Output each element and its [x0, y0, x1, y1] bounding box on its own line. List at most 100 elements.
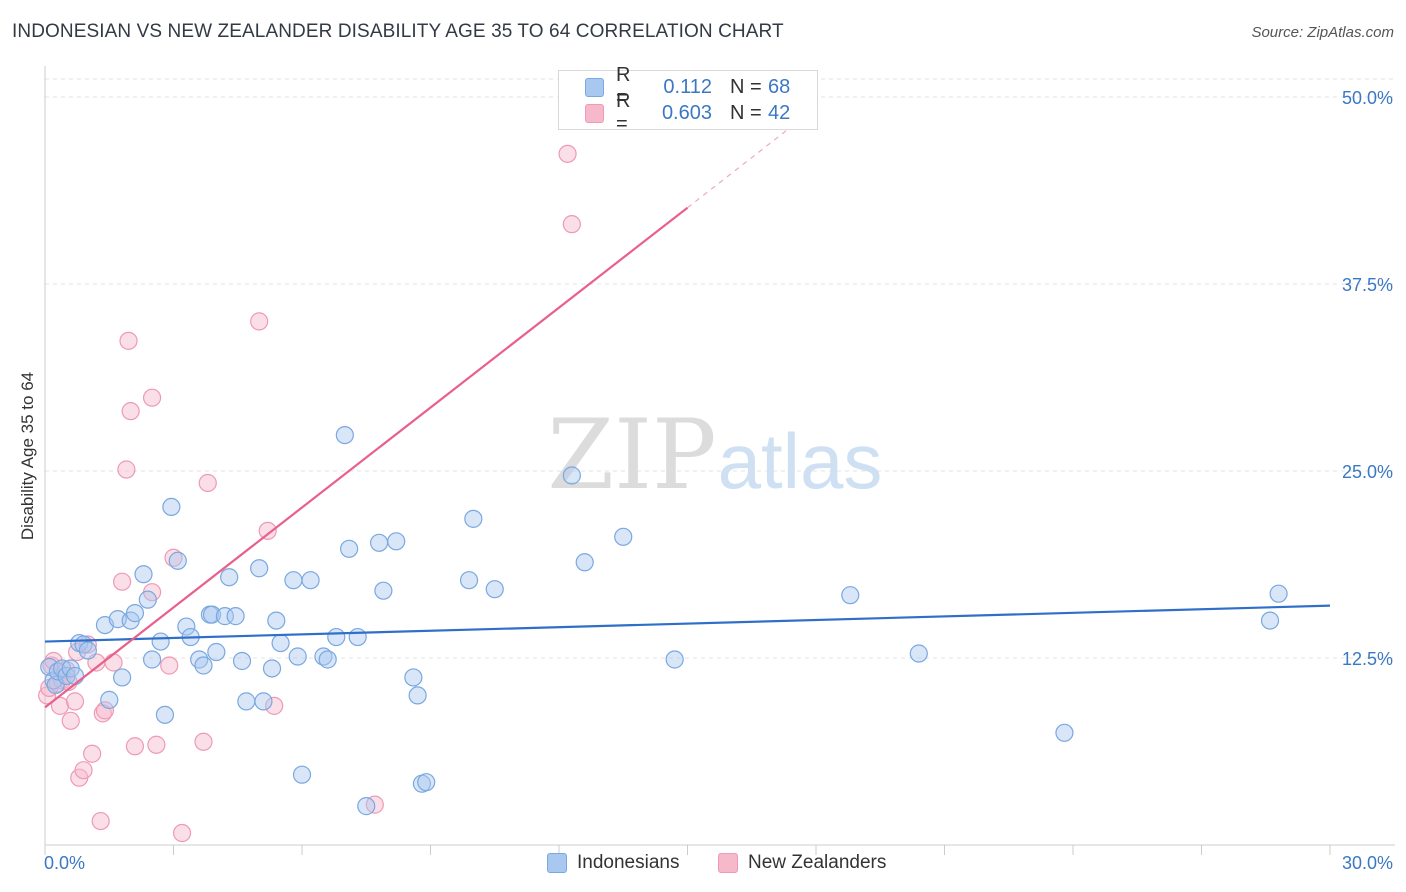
new-zealander-point — [194, 732, 213, 751]
indonesian-point — [100, 690, 119, 709]
indonesian-point — [292, 765, 312, 784]
indonesian-point — [665, 650, 684, 669]
legend-swatch-new-zealanders — [585, 103, 604, 123]
new-zealanders-trend-extension — [687, 106, 817, 209]
indonesian-point — [65, 666, 85, 686]
r-label: R = — [616, 90, 631, 135]
legend-item-indonesians[interactable]: Indonesians — [547, 852, 679, 874]
new-zealander-point — [147, 735, 166, 754]
legend-row-new-zealanders: R = 0.603 N = 42 — [585, 90, 791, 135]
indonesian-point — [357, 797, 376, 816]
watermark: ZIP atlas — [547, 399, 882, 511]
indonesian-point — [327, 627, 346, 647]
indonesian-point — [370, 533, 389, 552]
indonesian-point — [125, 604, 145, 623]
new-zealanders-trend-line — [44, 206, 689, 709]
indonesian-point — [348, 627, 367, 647]
indonesian-point — [112, 668, 132, 687]
indonesian-point — [134, 565, 153, 584]
indonesian-point — [408, 686, 427, 705]
indonesian-point — [335, 425, 354, 445]
correlation-legend: R = 0.112 N = 68 R = 0.603 N = 42 — [558, 64, 818, 135]
indonesian-point — [138, 590, 157, 609]
indonesian-point — [226, 607, 245, 626]
new-zealander-point — [562, 215, 581, 234]
new-zealander-point — [250, 312, 269, 331]
indonesian-point — [271, 633, 290, 653]
chart-title: INDONESIAN VS NEW ZEALANDER DISABILITY A… — [12, 21, 784, 42]
indonesian-point — [1269, 584, 1288, 603]
n-label: N = — [730, 75, 762, 98]
n-value: 42 — [768, 101, 791, 124]
new-zealander-point — [104, 653, 123, 672]
indonesian-point — [909, 644, 928, 663]
new-zealander-point — [65, 692, 85, 711]
indonesian-point — [177, 617, 196, 636]
indonesian-point — [155, 705, 175, 724]
r-label: R = — [616, 64, 631, 109]
indonesian-point — [404, 668, 423, 687]
indonesian-point — [841, 586, 860, 605]
legend-swatch-indonesians — [547, 853, 567, 873]
n-value: 68 — [768, 75, 791, 98]
indonesian-point — [237, 692, 256, 711]
new-zealander-point — [198, 473, 217, 493]
new-zealander-point — [112, 572, 132, 591]
indonesian-point — [340, 539, 359, 558]
indonesian-point — [142, 650, 162, 669]
legend-label: New Zealanders — [748, 852, 887, 873]
new-zealander-point — [95, 701, 115, 720]
indonesian-point — [464, 509, 483, 528]
legend-swatch-indonesians — [585, 77, 604, 97]
indonesian-point — [387, 532, 406, 551]
series-legend: Indonesians New Zealanders — [0, 852, 1406, 878]
indonesian-point — [250, 559, 269, 578]
y-tick-label: 37.5% — [1342, 275, 1393, 295]
indonesian-point — [1055, 723, 1074, 742]
indonesian-point — [207, 642, 226, 662]
legend-item-new-zealanders[interactable]: New Zealanders — [718, 852, 886, 874]
legend-swatch-new-zealanders — [718, 853, 738, 873]
indonesians-points — [40, 425, 1288, 816]
new-zealander-point — [172, 823, 192, 843]
indonesian-point — [575, 553, 594, 572]
indonesian-point — [284, 571, 303, 590]
new-zealander-point — [50, 696, 70, 715]
indonesian-point — [459, 571, 479, 590]
indonesian-point — [301, 571, 320, 590]
indonesian-point — [215, 607, 234, 626]
x-tick-label: 30.0% — [1342, 853, 1393, 873]
legend-label: Indonesians — [577, 852, 680, 873]
new-zealander-point — [125, 737, 145, 756]
new-zealander-point — [91, 811, 110, 831]
new-zealander-point — [117, 460, 136, 479]
new-zealander-point — [83, 744, 102, 763]
new-zealander-point — [265, 696, 284, 715]
n-label: N = — [730, 101, 762, 124]
new-zealander-point — [74, 761, 93, 780]
new-zealanders-points — [38, 144, 581, 843]
legend-row-indonesians: R = 0.112 N = 68 — [585, 64, 791, 109]
new-zealander-point — [119, 331, 138, 350]
r-value: 0.603 — [661, 101, 712, 124]
new-zealander-point — [61, 711, 80, 730]
indonesian-point — [168, 551, 187, 570]
indonesian-point — [78, 641, 97, 660]
indonesian-point — [220, 568, 239, 587]
new-zealander-point — [258, 521, 277, 540]
indonesian-point — [288, 647, 307, 666]
indonesian-point — [194, 656, 213, 675]
y-tick-label: 25.0% — [1342, 462, 1393, 482]
indonesian-point — [162, 497, 181, 517]
new-zealander-point — [160, 656, 179, 675]
indonesian-point — [151, 632, 170, 651]
x-tick-label: 0.0% — [44, 853, 85, 873]
indonesian-point — [262, 659, 282, 678]
indonesian-point — [254, 692, 273, 711]
new-zealander-point — [142, 388, 162, 407]
indonesian-point — [374, 581, 393, 600]
axes — [44, 66, 1395, 855]
trend-lines — [44, 106, 1331, 709]
indonesian-point — [417, 773, 436, 792]
